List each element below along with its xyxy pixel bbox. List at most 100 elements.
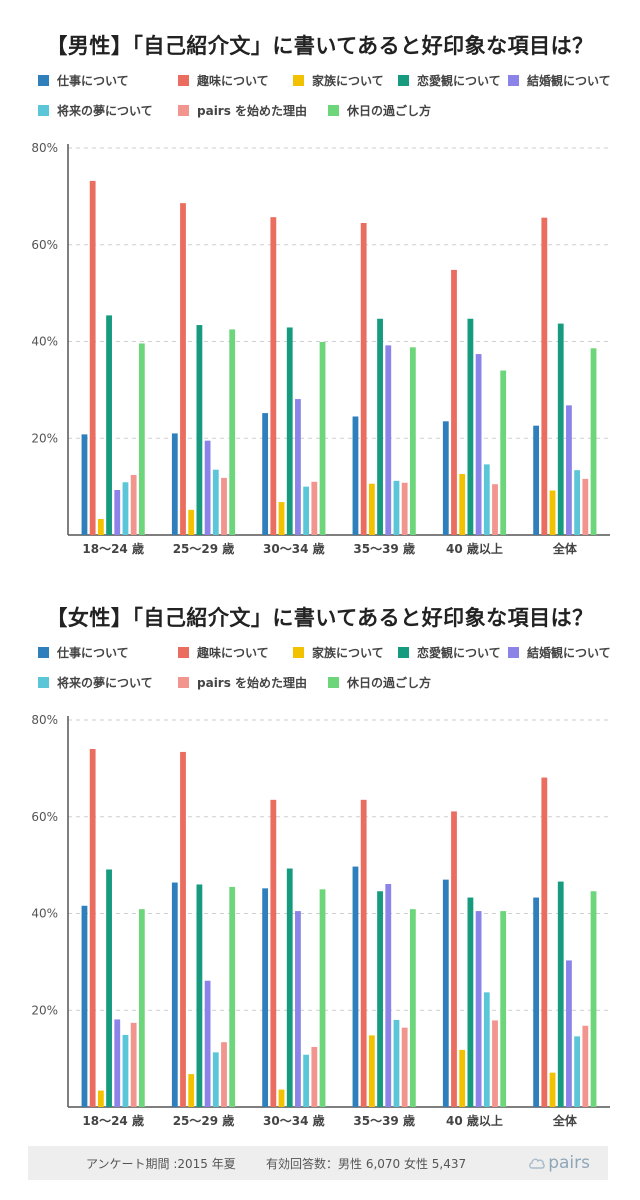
bar	[401, 482, 408, 535]
legend-label: 仕事について	[57, 74, 129, 88]
bar	[442, 421, 449, 535]
x-tick-label: 25～29 歳	[173, 1113, 235, 1128]
legend-label: 結婚観について	[527, 74, 611, 88]
bar	[475, 354, 482, 535]
bar	[122, 482, 129, 535]
bar	[500, 911, 507, 1107]
legend-swatch	[38, 647, 49, 658]
bar	[451, 269, 457, 535]
bar	[483, 464, 490, 535]
legend-label: 将来の夢について	[57, 104, 153, 118]
bar	[582, 1025, 589, 1107]
legend-item: 趣味について	[178, 72, 269, 89]
bar	[401, 1027, 408, 1107]
legend-swatch	[508, 75, 519, 86]
bar	[286, 327, 293, 535]
bar	[278, 502, 285, 535]
bar	[311, 481, 318, 535]
bar-chart-male: 20% 40% 60% 80% 18～24 歳 25～29 歳 30～34 歳 35～39 歳…	[31, 141, 610, 556]
bar	[114, 490, 121, 535]
bar	[196, 325, 203, 535]
bar	[442, 879, 449, 1107]
legend-label: 趣味について	[197, 74, 269, 88]
bar	[89, 749, 96, 1107]
x-tick-label: 25～29 歳	[173, 541, 235, 556]
bar	[196, 884, 203, 1107]
bar	[467, 897, 474, 1107]
legend-label: pairs を始めた理由	[197, 676, 308, 690]
legend-label: 将来の夢について	[57, 676, 153, 690]
legend-label: 休日の過ごし方	[347, 676, 432, 690]
x-tick-label: 35～39 歳	[353, 1113, 415, 1128]
x-tick-label: 18～24 歳	[82, 541, 144, 556]
bar	[270, 799, 277, 1107]
bar	[393, 480, 400, 535]
bar	[138, 343, 145, 535]
bar	[204, 980, 211, 1107]
legend-label: 結婚観について	[527, 646, 611, 660]
bar	[385, 883, 392, 1107]
bar	[171, 433, 178, 535]
legend-swatch	[178, 647, 189, 658]
legend-swatch	[178, 677, 189, 688]
bar	[483, 992, 490, 1107]
y-tick-label: 60%	[31, 238, 58, 252]
y-tick-label: 20%	[31, 1003, 58, 1017]
chart-panel-female: 【女性】「自己紹介文」に書いてあると好印象な項目は？ 仕事について 趣味について 家…	[0, 602, 640, 1132]
legend-swatch	[38, 105, 49, 116]
bar-chart-female: 20% 40% 60% 80% 18～24 歳 25～29 歳 30～34 歳 35～39 歳…	[31, 713, 610, 1128]
survey-period: アンケート期間 :2015 年夏	[86, 1156, 236, 1171]
bar	[582, 478, 589, 535]
chart-panel-male: 【男性】「自己紹介文」に書いてあると好印象な項目は？ 仕事について 趣味について 家…	[0, 30, 640, 560]
bar	[319, 341, 326, 535]
bar	[204, 440, 211, 535]
cloud-icon	[529, 1158, 546, 1169]
pairs-logo: pairs	[528, 1153, 590, 1173]
legend-swatch	[328, 105, 339, 116]
bar	[97, 1090, 104, 1107]
bar	[500, 370, 507, 535]
y-tick-label: 80%	[31, 713, 58, 727]
bar	[590, 348, 597, 535]
bar	[574, 1036, 581, 1107]
legend-item: 将来の夢について	[38, 102, 153, 119]
bar	[377, 318, 383, 535]
y-tick-label: 20%	[31, 431, 58, 445]
legend-label: 恋愛観について	[417, 646, 501, 660]
bar	[311, 1047, 318, 1107]
x-tick-label: 全体	[552, 541, 578, 556]
y-tick-label: 40%	[31, 335, 58, 349]
legend-swatch	[178, 105, 189, 116]
legend-item: 恋愛観について	[398, 644, 501, 661]
x-tick-label: 18～24 歳	[82, 1113, 144, 1128]
bar	[541, 777, 548, 1107]
bar	[295, 399, 301, 535]
bar	[278, 1089, 285, 1107]
footer-bar: アンケート期間 :2015 年夏 有効回答数：男性 6,070 女性 5,437…	[28, 1146, 608, 1180]
respondent-count: 有効回答数：男性 6,070 女性 5,437	[266, 1156, 467, 1171]
bar	[270, 217, 277, 535]
bar	[221, 477, 227, 535]
legend-item: 家族について	[293, 72, 384, 89]
bar	[97, 519, 104, 535]
bar	[262, 888, 269, 1107]
bar	[459, 1049, 466, 1107]
bar	[492, 1020, 498, 1107]
legend-item: 結婚観について	[508, 72, 611, 89]
y-tick-label: 40%	[31, 907, 58, 921]
bar	[106, 869, 112, 1107]
legend-swatch	[398, 647, 409, 658]
bar	[303, 1054, 310, 1107]
legend-item: 恋愛観について	[398, 72, 501, 89]
bar	[130, 475, 137, 535]
bar	[81, 434, 88, 535]
bar	[368, 483, 375, 535]
bar	[212, 1052, 219, 1107]
legend-item: pairs を始めた理由	[178, 674, 307, 691]
chart-title: 【女性】「自己紹介文」に書いてあると好印象な項目は？	[46, 606, 594, 630]
legend-item: 将来の夢について	[38, 674, 153, 691]
legend-swatch	[398, 75, 409, 86]
legend-item: 家族について	[293, 644, 384, 661]
bar	[393, 1019, 400, 1107]
bar	[549, 490, 556, 535]
